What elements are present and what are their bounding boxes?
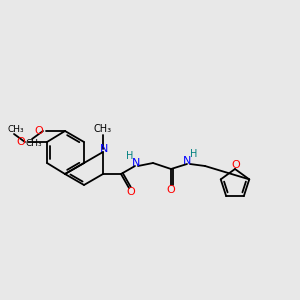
Text: H: H bbox=[190, 149, 198, 159]
Text: O: O bbox=[167, 185, 176, 195]
Text: N: N bbox=[183, 156, 191, 166]
Text: H: H bbox=[126, 151, 134, 161]
Text: CH₃: CH₃ bbox=[8, 124, 24, 134]
Text: CH₃: CH₃ bbox=[26, 140, 42, 148]
Text: N: N bbox=[100, 144, 108, 154]
Text: O: O bbox=[232, 160, 240, 170]
Text: N: N bbox=[132, 158, 140, 168]
Text: O: O bbox=[34, 126, 43, 136]
Text: O: O bbox=[16, 137, 26, 147]
Text: CH₃: CH₃ bbox=[94, 124, 112, 134]
Text: O: O bbox=[127, 187, 135, 197]
